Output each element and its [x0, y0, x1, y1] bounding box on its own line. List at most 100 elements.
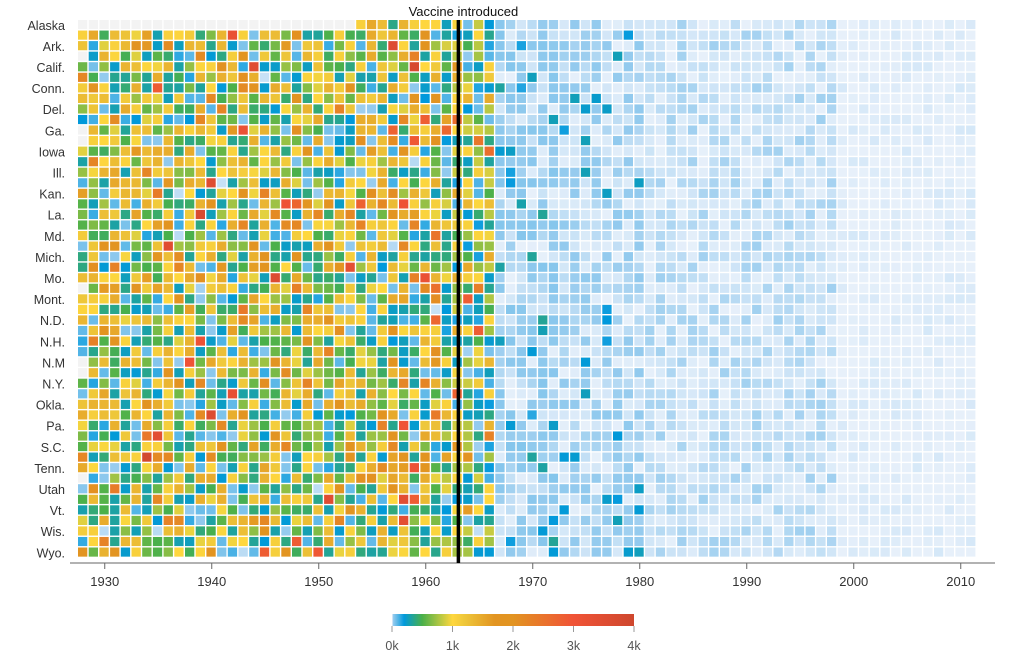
heatmap-cell — [891, 536, 901, 547]
heatmap-cell — [313, 420, 323, 431]
heatmap-cell — [944, 294, 954, 304]
heatmap-cell — [174, 452, 184, 462]
heatmap-cell — [848, 167, 858, 177]
heatmap-cell — [805, 536, 815, 547]
heatmap-cell — [794, 294, 805, 304]
row-label: Alaska — [27, 19, 65, 33]
heatmap-cell — [741, 136, 751, 146]
heatmap-cell — [431, 72, 441, 82]
heatmap-cell — [227, 526, 238, 536]
heatmap-cell — [752, 20, 762, 30]
heatmap-cell — [687, 188, 698, 198]
heatmap-cell — [752, 262, 762, 272]
heatmap-cell — [120, 136, 131, 146]
heatmap-cell — [720, 41, 730, 51]
heatmap-cell — [120, 325, 131, 336]
heatmap-cell — [227, 83, 238, 93]
heatmap-cell — [217, 473, 227, 483]
heatmap-cell — [238, 494, 248, 504]
heatmap-cell — [313, 30, 323, 40]
heatmap-cell — [720, 347, 730, 357]
heatmap-cell — [944, 241, 954, 251]
heatmap-cell — [366, 114, 377, 125]
heatmap-cell — [805, 220, 815, 230]
heatmap-cell — [880, 273, 890, 283]
heatmap-cell — [163, 167, 173, 177]
heatmap-cell — [431, 62, 441, 72]
row-label: Iowa — [39, 145, 65, 159]
heatmap-cell — [238, 484, 248, 494]
heatmap-cell — [966, 357, 976, 367]
heatmap-cell — [923, 505, 933, 515]
heatmap-cell — [313, 51, 323, 61]
heatmap-cell — [399, 473, 409, 483]
heatmap-cell — [752, 389, 762, 399]
heatmap-cell — [484, 252, 494, 262]
heatmap-cell — [516, 72, 526, 82]
heatmap-cell — [185, 431, 195, 441]
heatmap-cell — [570, 420, 580, 431]
heatmap-cell — [794, 41, 805, 51]
heatmap-cell — [527, 114, 537, 125]
heatmap-cell — [548, 273, 559, 283]
heatmap-cell — [324, 304, 334, 314]
heatmap-cell — [334, 484, 345, 494]
heatmap-cell — [720, 473, 730, 483]
heatmap-cell — [313, 357, 323, 367]
heatmap-cell — [955, 252, 965, 262]
heatmap-cell — [923, 114, 933, 125]
heatmap-cell — [741, 178, 751, 188]
heatmap-cell — [527, 283, 537, 293]
heatmap-cell — [687, 304, 698, 314]
heatmap-cell — [934, 252, 944, 262]
heatmap-cell — [634, 304, 644, 314]
heatmap-cell — [409, 199, 419, 209]
heatmap-cell — [441, 294, 452, 304]
heatmap-cell — [827, 378, 837, 388]
heatmap-cell — [859, 167, 869, 177]
heatmap-cell — [698, 420, 708, 431]
heatmap-cell — [185, 347, 195, 357]
heatmap-cell — [548, 178, 559, 188]
heatmap-cell — [784, 136, 794, 146]
heatmap-cell — [281, 547, 291, 557]
heatmap-cell — [869, 294, 880, 304]
heatmap-cell — [420, 62, 430, 72]
heatmap-cell — [773, 463, 783, 473]
heatmap-cell — [720, 146, 730, 156]
heatmap-cell — [292, 378, 302, 388]
heatmap-cell — [313, 241, 323, 251]
heatmap-cell — [645, 209, 655, 220]
heatmap-cell — [816, 30, 826, 40]
heatmap-cell — [249, 146, 259, 156]
heatmap-cell — [120, 304, 131, 314]
heatmap-cell — [784, 241, 794, 251]
heatmap-cell — [602, 325, 612, 336]
heatmap-cell — [548, 62, 559, 72]
heatmap-cell — [174, 30, 184, 40]
heatmap-cell — [923, 368, 933, 378]
heatmap-cell — [99, 62, 109, 72]
heatmap-cell — [901, 315, 912, 325]
heatmap-cell — [762, 220, 773, 230]
heatmap-cell — [366, 494, 377, 504]
heatmap-cell — [848, 452, 858, 462]
heatmap-cell — [687, 536, 698, 547]
heatmap-cell — [784, 146, 794, 156]
heatmap-cell — [152, 114, 163, 125]
heatmap-cell — [602, 231, 612, 241]
heatmap-cell — [794, 20, 805, 30]
heatmap-cell — [473, 547, 484, 557]
heatmap-cell — [345, 114, 355, 125]
heatmap-cell — [506, 41, 516, 51]
heatmap-cell — [934, 241, 944, 251]
heatmap-cell — [377, 209, 387, 220]
heatmap-cell — [944, 114, 954, 125]
heatmap-cell — [217, 505, 227, 515]
heatmap-cell — [880, 347, 890, 357]
heatmap-cell — [88, 442, 98, 452]
heatmap-cell — [805, 241, 815, 251]
heatmap-cell — [441, 431, 452, 441]
heatmap-cell — [752, 473, 762, 483]
heatmap-cell — [302, 526, 312, 536]
